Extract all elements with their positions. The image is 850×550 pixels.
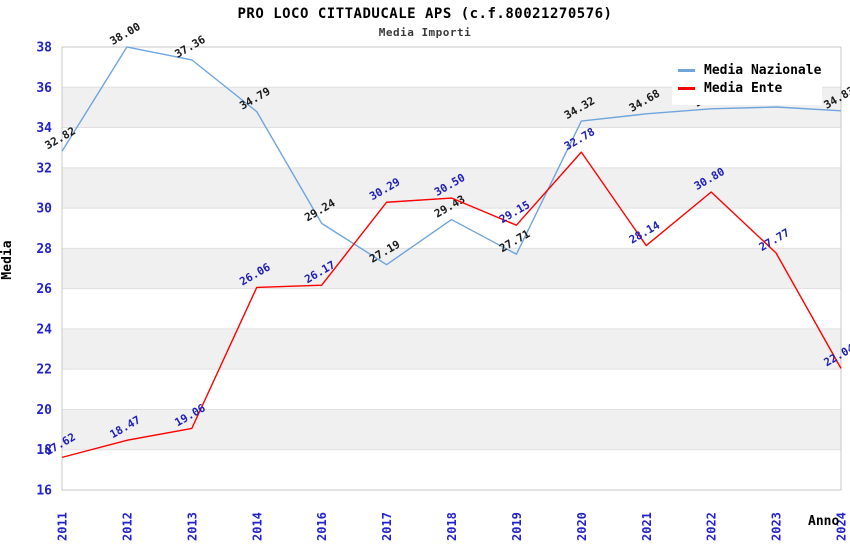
- x-tick-label: 2013: [185, 512, 199, 541]
- grid-band: [62, 288, 841, 329]
- x-tick-label: 2024: [835, 512, 849, 541]
- y-tick-label: 20: [36, 403, 52, 418]
- series-line-media-ente: [61, 151, 842, 459]
- chart-subtitle: Media Importi: [378, 26, 472, 39]
- grid-band: [62, 167, 841, 209]
- chart-title: PRO LOCO CITTADUCALE APS (c.f.8002127057…: [237, 6, 613, 22]
- y-tick-label: 38: [36, 41, 52, 56]
- x-tick-label: 2019: [510, 512, 524, 541]
- x-tick-label: 2011: [56, 512, 70, 541]
- grid-band: [62, 127, 841, 168]
- x-tick-label: 2012: [120, 512, 134, 541]
- x-tick-label: 2018: [445, 512, 459, 541]
- legend-item-label: Media Ente: [704, 81, 783, 96]
- legend-item-0: Media Nazionale: [678, 63, 822, 78]
- y-axis-title: Media: [0, 240, 15, 280]
- legend-item-label: Media Nazionale: [704, 63, 822, 78]
- x-tick-label: 2016: [315, 512, 329, 541]
- series-line-media-nazionale: [61, 46, 842, 266]
- x-tick-label: 2020: [575, 512, 589, 541]
- y-tick-label: 34: [36, 121, 52, 136]
- data-label: 38.00: [108, 20, 143, 48]
- y-tick-label: 28: [36, 242, 52, 257]
- grid-band: [62, 328, 841, 370]
- y-tick-label: 24: [36, 322, 52, 337]
- x-tick-label: 2021: [640, 512, 654, 541]
- legend-swatch-icon: [678, 69, 695, 72]
- y-tick-label: 32: [36, 161, 52, 176]
- legend-item-1: Media Ente: [678, 81, 818, 96]
- x-tick-label: 2017: [380, 512, 394, 541]
- grid-band: [62, 409, 841, 450]
- x-tick-label: 2014: [250, 512, 264, 541]
- x-tick-label: 2022: [705, 512, 719, 541]
- y-tick-label: 36: [36, 81, 52, 96]
- legend-swatch-icon: [678, 87, 695, 90]
- grid-band: [62, 369, 841, 410]
- legend: Media Nazionale Media Ente: [672, 54, 822, 105]
- y-tick-label: 30: [36, 202, 52, 217]
- grid-band: [62, 208, 841, 249]
- y-tick-label: 26: [36, 282, 52, 297]
- plot-border: [61, 46, 842, 491]
- grid-band: [62, 248, 841, 289]
- y-tick-label: 18: [36, 443, 52, 458]
- x-axis-title: Anno: [808, 514, 840, 529]
- x-tick-label: 2023: [770, 512, 784, 541]
- y-tick-label: 22: [36, 363, 52, 378]
- grid-band: [62, 449, 841, 490]
- y-tick-label: 16: [36, 484, 52, 499]
